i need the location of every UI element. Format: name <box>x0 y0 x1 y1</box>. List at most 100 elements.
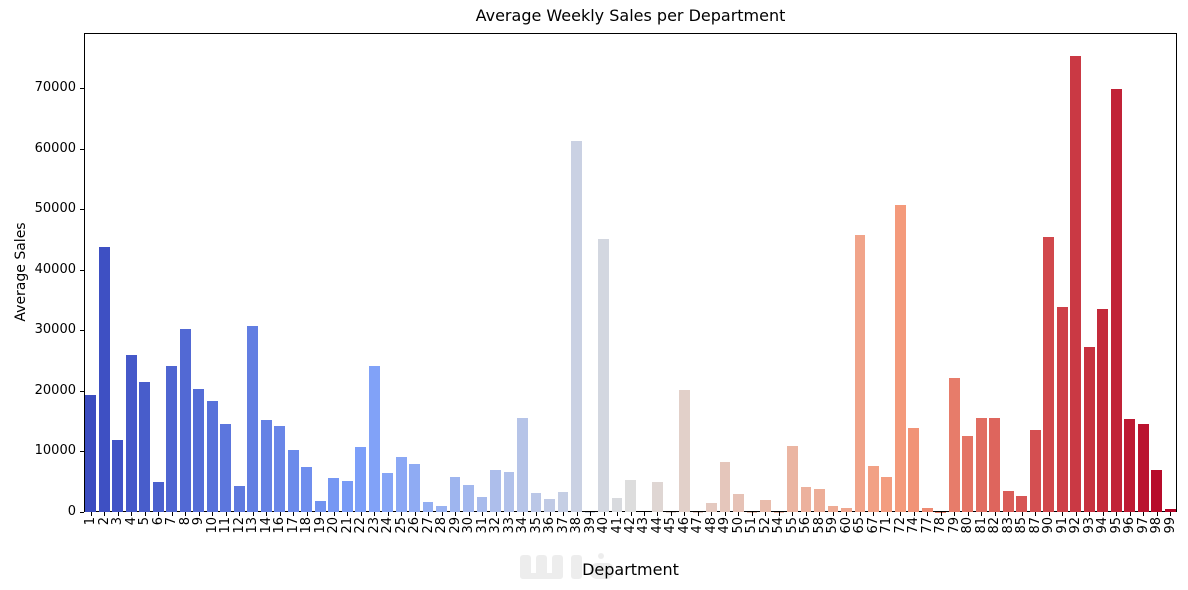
x-tick-label: 3 <box>110 517 126 526</box>
x-tick-mark <box>751 512 753 516</box>
x-axis-label: Department <box>582 560 679 579</box>
bar <box>314 501 326 512</box>
bar <box>139 382 151 512</box>
x-tick-label: 94 <box>1095 517 1111 534</box>
x-tick-mark <box>684 512 686 516</box>
x-tick-label: 31 <box>474 517 490 534</box>
y-tick-mark <box>80 269 84 271</box>
x-tick-mark <box>1021 512 1023 516</box>
x-tick-label: 96 <box>1122 517 1138 534</box>
x-tick-label: 21 <box>339 517 355 534</box>
x-tick-mark <box>590 512 592 516</box>
x-tick-mark <box>576 512 578 516</box>
bar <box>867 465 879 512</box>
x-tick-label: 19 <box>312 517 328 534</box>
x-tick-mark <box>90 512 92 516</box>
x-tick-label: 10 <box>204 517 220 534</box>
x-tick-label: 72 <box>892 517 908 534</box>
bar <box>814 488 825 512</box>
x-tick-mark <box>158 512 160 516</box>
x-tick-mark <box>1116 512 1118 516</box>
x-tick-label: 46 <box>676 517 692 534</box>
x-tick-mark <box>778 512 780 516</box>
bar <box>233 485 245 512</box>
bar <box>341 481 353 512</box>
x-tick-label: 14 <box>258 517 274 534</box>
x-tick-label: 6 <box>150 517 166 526</box>
bar <box>1002 490 1014 512</box>
x-tick-label: 13 <box>245 517 261 534</box>
x-tick-mark <box>549 512 551 516</box>
x-tick-label: 91 <box>1054 517 1070 534</box>
bar <box>1056 306 1068 512</box>
x-tick-label: 43 <box>636 517 652 534</box>
x-tick-label: 37 <box>555 517 571 534</box>
x-tick-mark <box>805 512 807 516</box>
x-tick-label: 22 <box>353 517 369 534</box>
bar <box>274 426 286 512</box>
x-tick-mark <box>711 512 713 516</box>
x-tick-mark <box>455 512 457 516</box>
bar <box>921 508 933 512</box>
y-tick-mark <box>80 390 84 392</box>
bar <box>733 494 744 512</box>
x-tick-mark <box>954 512 956 516</box>
bar <box>1137 424 1149 512</box>
bar <box>1070 56 1082 512</box>
x-tick-label: 7 <box>164 517 180 526</box>
x-tick-label: 41 <box>609 517 625 534</box>
x-tick-label: 82 <box>987 517 1003 534</box>
x-tick-mark <box>1143 512 1145 516</box>
x-tick-label: 20 <box>326 517 342 534</box>
bar <box>476 496 488 512</box>
bar <box>436 505 447 512</box>
bar <box>1151 469 1163 512</box>
x-tick-mark <box>1048 512 1050 516</box>
chart-title: Average Weekly Sales per Department <box>475 6 786 25</box>
y-tick-label: 30000 <box>34 322 76 338</box>
x-tick-mark <box>306 512 308 516</box>
watermark <box>520 553 614 579</box>
y-tick-label: 0 <box>67 504 76 519</box>
bar <box>989 417 1001 512</box>
y-tick-mark <box>80 330 84 332</box>
x-tick-mark <box>563 512 565 516</box>
x-tick-label: 55 <box>784 517 800 534</box>
x-tick-mark <box>104 512 106 516</box>
bar <box>719 462 731 512</box>
bar <box>287 450 299 512</box>
y-tick-label: 60000 <box>34 140 76 156</box>
x-tick-mark <box>765 512 767 516</box>
x-tick-mark <box>1089 512 1091 516</box>
x-tick-mark <box>347 512 349 516</box>
x-tick-mark <box>670 512 672 516</box>
x-tick-mark <box>697 512 699 516</box>
x-tick-mark <box>873 512 875 516</box>
x-tick-mark <box>266 512 268 516</box>
x-tick-mark <box>1129 512 1131 516</box>
x-tick-mark <box>171 512 173 516</box>
x-tick-mark <box>859 512 861 516</box>
x-tick-mark <box>1102 512 1104 516</box>
bar <box>463 485 474 512</box>
x-tick-label: 98 <box>1149 517 1165 534</box>
bar <box>301 467 313 512</box>
x-tick-mark <box>414 512 416 516</box>
x-tick-label: 97 <box>1135 517 1151 534</box>
x-tick-label: 90 <box>1041 517 1057 534</box>
x-tick-label: 1 <box>83 517 99 526</box>
x-tick-mark <box>387 512 389 516</box>
bar <box>247 326 259 512</box>
x-tick-mark <box>144 512 146 516</box>
x-tick-label: 60 <box>838 517 854 534</box>
bar <box>706 502 717 512</box>
x-tick-mark <box>1062 512 1064 516</box>
bar <box>652 482 663 512</box>
x-tick-mark <box>401 512 403 516</box>
x-tick-label: 87 <box>1027 517 1043 534</box>
y-tick-mark <box>80 512 84 513</box>
bar <box>881 477 893 512</box>
bar <box>962 436 974 512</box>
x-tick-label: 11 <box>218 517 234 534</box>
x-tick-label: 5 <box>137 517 153 526</box>
